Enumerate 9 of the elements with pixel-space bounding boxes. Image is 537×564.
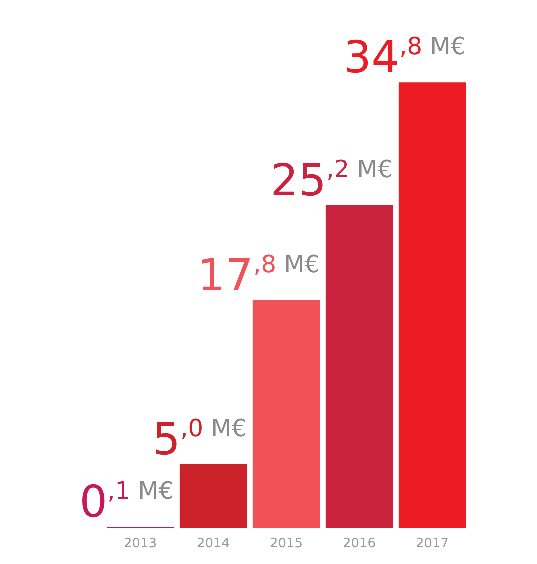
x-tick-label: 2013 (124, 536, 158, 552)
x-tick-label: 2016 (342, 536, 376, 552)
x-tick-label: 2017 (416, 536, 450, 552)
bar (180, 464, 248, 528)
bar (252, 300, 320, 528)
bar (326, 206, 394, 528)
x-tick-label: 2015 (270, 536, 304, 552)
bar (398, 82, 466, 528)
x-tick-label: 2014 (196, 536, 230, 552)
